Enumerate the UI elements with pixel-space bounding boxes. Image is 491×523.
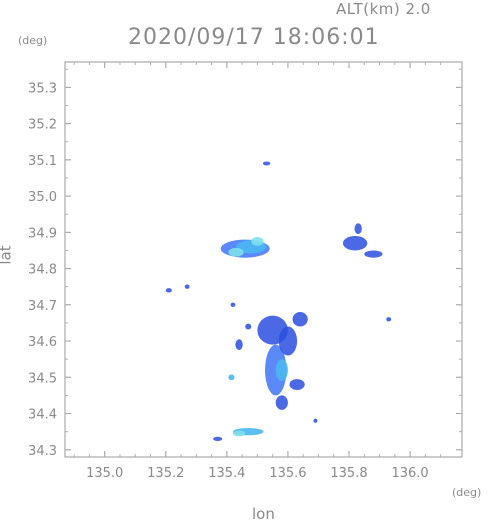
x-tick-label: 135.2 xyxy=(147,466,184,481)
echo-cell xyxy=(262,161,271,166)
echo-cell xyxy=(354,223,362,235)
echo-cell xyxy=(235,339,243,351)
y-tick-label: 34.9 xyxy=(28,226,57,241)
echo-cell xyxy=(232,430,246,437)
echo-cell xyxy=(278,326,298,356)
echo-cell xyxy=(275,359,288,381)
y-tick-label: 34.7 xyxy=(28,299,57,314)
echo-cell xyxy=(228,374,235,381)
x-tick-label: 135.4 xyxy=(208,466,245,481)
y-tick-label: 34.3 xyxy=(28,444,57,459)
x-unit-label: (deg) xyxy=(452,486,482,499)
echo-cell xyxy=(313,418,318,423)
y-tick-label: 34.5 xyxy=(28,371,57,386)
x-tick-label: 135.0 xyxy=(86,466,123,481)
y-tick-label: 34.6 xyxy=(28,335,57,350)
y-tick-label: 35.0 xyxy=(28,190,57,205)
x-tick-label: 135.6 xyxy=(269,466,306,481)
echo-cell xyxy=(386,317,392,322)
echo-cell xyxy=(228,247,244,257)
y-tick-label: 34.8 xyxy=(28,263,57,278)
timestamp-title: 2020/09/17 18:06:01 xyxy=(128,25,380,50)
echo-cell xyxy=(289,379,305,390)
echo-cell xyxy=(265,344,287,396)
echo-cell xyxy=(251,237,264,246)
echo-cell xyxy=(292,312,308,327)
echo-layer xyxy=(165,161,392,442)
echo-cell xyxy=(230,302,236,307)
echo-cell xyxy=(245,323,252,330)
echo-cell xyxy=(342,235,368,251)
altitude-label: ALT(km) 2.0 xyxy=(336,0,431,18)
tick-layer: 135.0 135.2 135.4 135.6 135.8 136.0 34.3 34.4 34… xyxy=(28,62,462,481)
x-tick-label: 136.0 xyxy=(391,466,428,481)
y-tick-label: 35.2 xyxy=(28,118,57,133)
echo-cell xyxy=(364,250,383,258)
x-tick-label: 135.8 xyxy=(330,466,367,481)
echo-cell xyxy=(165,288,172,293)
echo-cell xyxy=(184,284,190,289)
plot-frame xyxy=(64,61,463,458)
y-tick-label: 35.1 xyxy=(28,154,57,169)
echo-cell xyxy=(213,436,223,442)
y-tick-label: 35.3 xyxy=(28,81,57,96)
y-tick-label: 34.4 xyxy=(28,408,57,423)
y-unit-label: (deg) xyxy=(18,34,48,47)
x-axis-label: lon xyxy=(252,505,275,523)
echo-cell xyxy=(275,395,288,410)
